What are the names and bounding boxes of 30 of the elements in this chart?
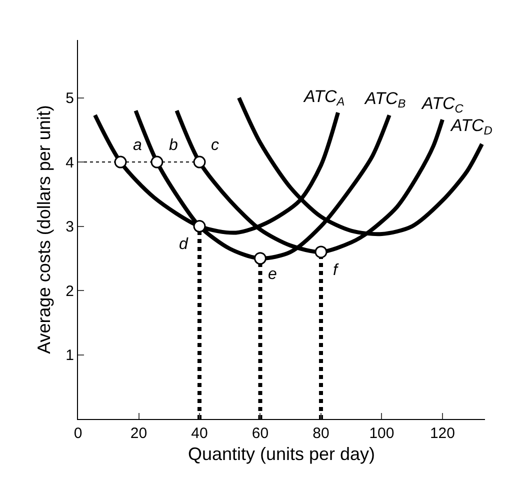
y-tick-label: 3 (66, 218, 74, 236)
x-tick-label: 60 (252, 425, 269, 442)
x-tick-label: 20 (130, 425, 148, 442)
y-tick-label: 2 (66, 282, 74, 300)
annotation: d (179, 236, 189, 253)
y-tick-label: 4 (66, 154, 74, 172)
point (254, 252, 266, 265)
series-label: ATC$_{A}$ (303, 87, 345, 109)
annotation: a (133, 137, 142, 154)
y-axis-title: Average costs (dollars per unit) (34, 105, 54, 354)
annotation: b (169, 137, 178, 154)
annotation: f (333, 262, 339, 279)
x-axis-title: Quantity (units per day) (188, 444, 376, 464)
series-label: ATC$_{D}$ (450, 116, 493, 138)
point (114, 156, 127, 168)
y-tick-label: 5 (66, 90, 74, 108)
y-tick-label: 1 (66, 347, 74, 364)
series-label: ATC$_{C}$ (421, 94, 464, 116)
point (150, 156, 164, 168)
x-tick-label: 80 (312, 425, 330, 442)
annotation: e (268, 266, 277, 283)
x-tick-label: 120 (430, 425, 455, 442)
series-label: ATC$_{B}$ (364, 89, 406, 111)
annotation: c (211, 137, 219, 154)
x-tick-label: 40 (191, 425, 208, 442)
point (314, 246, 328, 258)
point (193, 220, 206, 233)
point (193, 156, 206, 168)
x-tick-label: 100 (369, 425, 394, 442)
x-tick-label: 0 (74, 425, 82, 442)
